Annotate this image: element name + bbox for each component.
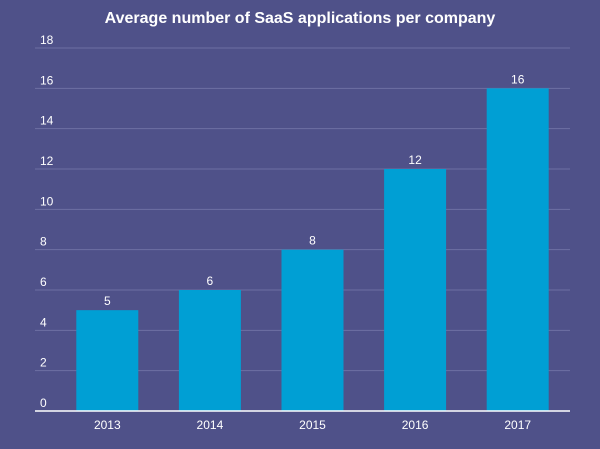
y-tick-label: 16 [40,73,54,87]
chart-title: Average number of SaaS applications per … [104,10,496,27]
bar-value-label: 12 [408,153,422,167]
label-layer: 5 6 8 12 16 [104,72,525,308]
y-tick-label: 0 [40,396,47,410]
bar-layer [76,88,549,411]
bar-value-label: 5 [104,294,111,308]
bar-value-label: 16 [511,72,525,86]
y-tick-label: 8 [40,235,47,249]
bar [486,88,549,411]
bar-value-label: 8 [309,234,316,248]
y-tick-label: 18 [40,33,54,47]
bar [281,249,344,411]
bar-value-label: 6 [207,274,214,288]
axis-layer: 0 2 4 6 8 10 12 14 16 18 2013 2014 2015 2016 2017 [35,33,570,432]
y-tick-label: 12 [40,154,54,168]
y-tick-label: 6 [40,275,47,289]
y-tick-label: 14 [40,114,54,128]
y-tick-label: 2 [40,356,47,370]
x-tick-label: 2016 [402,418,429,432]
bar [178,290,241,411]
y-tick-label: 4 [40,315,47,329]
x-tick-label: 2015 [299,418,326,432]
bar [76,310,139,411]
x-tick-label: 2013 [94,418,121,432]
x-tick-label: 2017 [504,418,531,432]
x-tick-label: 2014 [197,418,224,432]
y-tick-label: 10 [40,194,54,208]
bar [384,169,447,411]
